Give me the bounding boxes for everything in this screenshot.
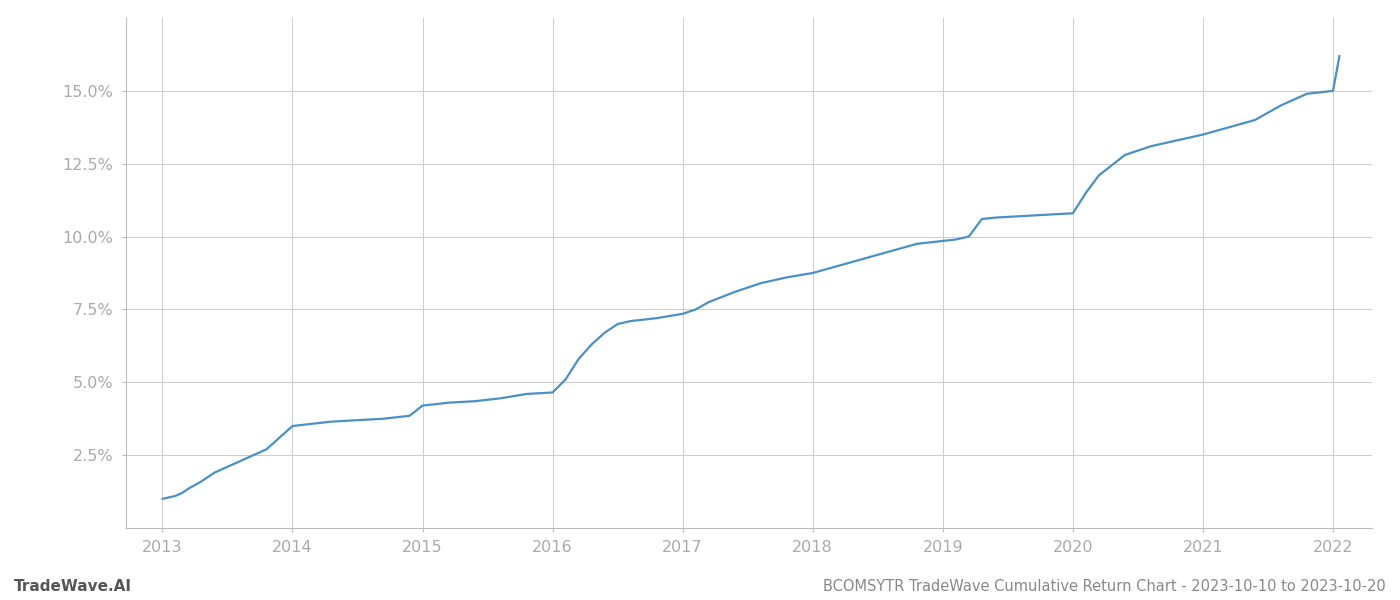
- Text: BCOMSYTR TradeWave Cumulative Return Chart - 2023-10-10 to 2023-10-20: BCOMSYTR TradeWave Cumulative Return Cha…: [823, 579, 1386, 594]
- Text: TradeWave.AI: TradeWave.AI: [14, 579, 132, 594]
